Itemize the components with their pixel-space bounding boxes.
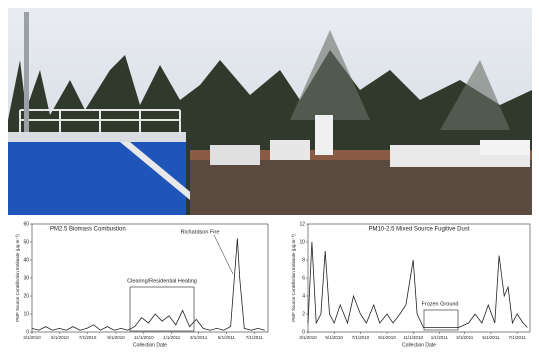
figure: PM2.5 Biomass Combustion PMF Source Contr… [0, 0, 539, 348]
plot-frame [308, 224, 530, 332]
chart-title: PM2.5 Biomass Combustion [50, 227, 126, 233]
y-tick-label: 10 [299, 239, 305, 245]
annotation-arrow [214, 235, 233, 274]
y-tick-label: 40 [23, 257, 29, 263]
y-tick-label: 4 [302, 293, 305, 299]
annotation-box [424, 310, 458, 330]
y-tick-label: 60 [23, 221, 29, 227]
x-tick-label: 5/1/2011 [482, 335, 500, 340]
x-tick-label: 11/1/2010 [403, 335, 423, 340]
y-tick-label: 2 [302, 311, 305, 317]
x-tick-label: 7/1/2011 [246, 335, 264, 340]
y-tick-label: 10 [23, 311, 29, 317]
y-axis-label: PMF Source Contribution Estimate (μg m⁻³… [291, 234, 296, 322]
x-tick-label: 7/1/2011 [509, 335, 527, 340]
x-tick-label: 5/1/2010 [325, 335, 343, 340]
series-line [308, 242, 527, 328]
y-tick-label: 20 [23, 293, 29, 299]
x-tick-label: 1/1/2011 [163, 335, 181, 340]
y-tick-label: 50 [23, 239, 29, 245]
x-tick-label: 1/1/2011 [431, 335, 449, 340]
photo [8, 8, 532, 215]
x-tick-label: 9/1/2010 [378, 335, 396, 340]
x-axis-label: Collection Date [402, 342, 436, 348]
y-tick-label: 8 [302, 257, 305, 263]
x-tick-label: 3/1/2011 [456, 335, 474, 340]
annotation-box [130, 287, 194, 331]
y-tick-label: 12 [299, 221, 305, 227]
x-tick-label: 9/1/2010 [107, 335, 125, 340]
annotation: Frozen Ground [422, 301, 459, 307]
annotation: Richardson Fire [181, 229, 220, 235]
y-axis-label: PMF Source Contribution Estimate (μg m⁻³… [15, 234, 20, 322]
x-tick-label: 3/1/2010 [23, 335, 41, 340]
x-axis-label: Collection Date [133, 342, 167, 348]
y-tick-label: 30 [23, 275, 29, 281]
x-tick-label: 3/1/2011 [190, 335, 208, 340]
x-tick-label: 11/1/2010 [134, 335, 154, 340]
annotation: Clearing/Residential Heating [127, 278, 197, 284]
x-tick-label: 3/1/2010 [299, 335, 317, 340]
x-tick-label: 7/1/2010 [79, 335, 97, 340]
x-tick-label: 7/1/2010 [352, 335, 370, 340]
y-tick-label: 6 [302, 275, 305, 281]
x-tick-label: 5/1/2011 [218, 335, 236, 340]
chart-title: PM10-2.5 Mixed Source Fugitive Dust [368, 227, 469, 233]
x-tick-label: 5/1/2010 [51, 335, 69, 340]
